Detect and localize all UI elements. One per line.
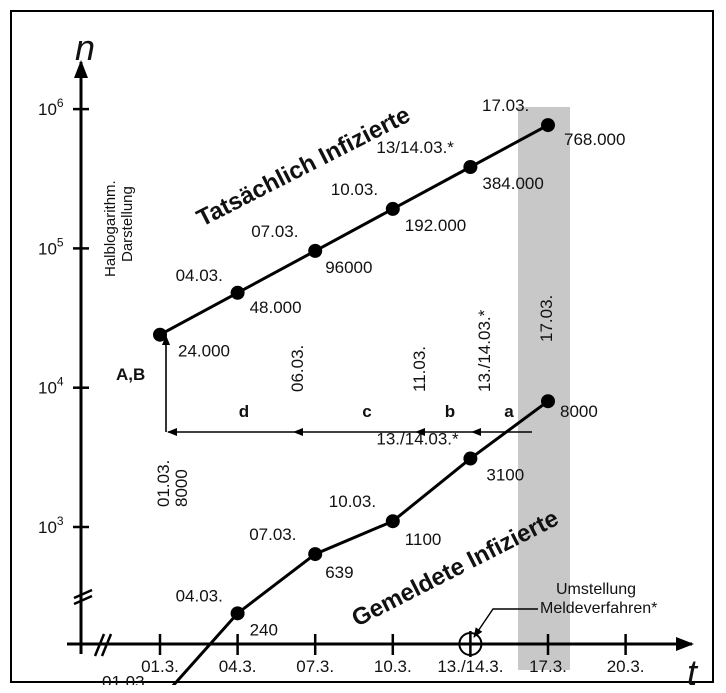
data-point-value-label: 1100 — [405, 530, 442, 549]
data-point-value-label: 768.000 — [564, 130, 625, 149]
data-point-actual — [308, 243, 323, 258]
data-point-actual — [541, 118, 555, 133]
y-tick-label: 103 — [38, 514, 64, 537]
data-point-reported — [230, 606, 245, 621]
data-point-value-label: 24.000 — [178, 342, 230, 361]
data-point-actual — [385, 201, 400, 216]
x-tick-label: 10.3. — [374, 657, 412, 676]
data-point-date-label: 10.03. — [331, 180, 378, 199]
data-point-date-label: 07.03. — [249, 525, 296, 544]
data-point-value-label: 384.000 — [482, 174, 543, 193]
backshift-date-11: 11.03. — [410, 346, 429, 392]
annotation-line2: Meldeverfahren* — [540, 600, 657, 617]
y-tick-label: 105 — [38, 235, 64, 258]
chart-svg: n t Halblogarithm. Darstellung 103 104 105… — [38, 27, 699, 685]
data-point-date-label: 17.03. — [482, 96, 529, 115]
segment-label-a: a — [504, 402, 514, 421]
x-tick-label: 20.3. — [607, 657, 645, 676]
y-tick-exponent: 3 — [57, 514, 64, 528]
data-point-value-label: 8000 — [560, 402, 598, 421]
backshift-end-value: 8000 — [172, 469, 191, 507]
data-point-date-label: 07.03. — [251, 222, 298, 241]
highlight-band-17-03 — [518, 107, 570, 670]
data-point-actual — [230, 285, 245, 300]
segment-label-d: d — [239, 402, 249, 421]
backshift-date-13-14: 13./14.03.* — [475, 309, 494, 392]
data-point-date-label: 01.03. — [102, 672, 149, 685]
y-axis-caption-line2: Darstellung — [119, 186, 136, 262]
data-point-date-label: 04.03. — [176, 266, 223, 285]
backshift-date-01: 01.03. — [154, 460, 173, 507]
x-tick-label: 07.3. — [296, 657, 334, 676]
x-axis-break — [93, 633, 113, 657]
series-name-tatsaechlich: Tatsächlich Infizierte — [192, 101, 414, 232]
data-point-reported — [308, 547, 323, 562]
x-tick-label: 01.3. — [141, 657, 179, 676]
y-tick-exponent: 4 — [57, 375, 64, 389]
backshift-up-label: A,B — [116, 365, 145, 384]
segment-label-b: b — [445, 402, 455, 421]
data-point-date-label: 04.03. — [176, 586, 223, 605]
data-point-date-label: 10.03. — [329, 492, 376, 511]
annotation-line1: Umstellung — [556, 581, 636, 598]
data-point-value-label: 639 — [325, 563, 353, 582]
x-ticks: 01.3. 04.3. 07.3. 10.3. 13./14.3. 17.3. 20.3. — [141, 631, 645, 676]
annotation-pointer — [473, 608, 538, 638]
y-tick-exponent: 5 — [57, 235, 64, 249]
data-point-reported — [463, 451, 478, 466]
y-axis-variable: n — [75, 27, 95, 68]
y-tick-label: 104 — [38, 375, 64, 398]
series-points-tatsaechlich: 24.000 04.03. 48.000 07.03. 96000 10.03. 192.0… — [153, 96, 625, 361]
data-point-actual — [463, 160, 478, 175]
chart-frame: n t Halblogarithm. Darstellung 103 104 105… — [10, 10, 714, 685]
data-point-value-label: 240 — [250, 620, 278, 639]
x-tick-label: 04.3. — [219, 657, 257, 676]
x-axis-variable: t — [687, 652, 699, 685]
segment-label-c: c — [362, 402, 371, 421]
y-axis-caption-line1: Halblogarithm. — [102, 180, 119, 277]
y-axis-break — [73, 588, 93, 606]
x-tick-label: 13./14.3. — [437, 657, 503, 676]
data-point-value-label: 96000 — [325, 258, 372, 277]
backshift-date-06: 06.03. — [288, 345, 307, 392]
data-point-date-label: 13/14.03.* — [376, 138, 454, 157]
backshift-arrows — [162, 335, 532, 436]
x-tick-label: 17.3. — [529, 657, 567, 676]
data-point-reported — [541, 394, 555, 409]
data-point-date-label: 13./14.03.* — [376, 430, 459, 449]
data-point-value-label: 192.000 — [405, 216, 466, 235]
series-line-gemeldet — [171, 399, 549, 685]
data-point-value-label: 48.000 — [250, 298, 302, 317]
series-points-gemeldet: 01.03.5704.03.24007.03.63910.03.110013./… — [102, 394, 598, 685]
y-tick-exponent: 6 — [57, 96, 64, 110]
data-point-reported — [385, 514, 400, 529]
y-tick-label: 106 — [38, 96, 64, 119]
data-point-actual — [153, 327, 167, 342]
series-line-tatsaechlich — [159, 123, 549, 337]
data-point-value-label: 3100 — [486, 466, 524, 485]
highlight-label: 17.03. — [537, 295, 556, 342]
